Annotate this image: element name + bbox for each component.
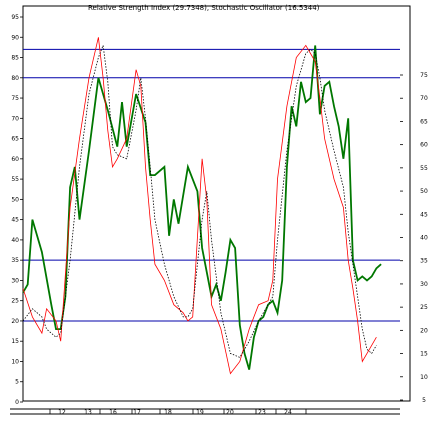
left-tick-label: 20 <box>11 318 19 325</box>
right-tick-label: 20 <box>420 327 428 334</box>
left-tick-label: 60 <box>11 156 19 163</box>
left-tick-label: 70 <box>11 115 19 122</box>
x-tick-label: 23 <box>258 409 266 416</box>
x-tick-label: 13 <box>84 409 92 416</box>
reference-lines <box>23 48 400 322</box>
left-tick-label: 50 <box>11 196 19 203</box>
series-line-2 <box>22 45 377 358</box>
left-tick-label: 15 <box>11 338 19 345</box>
left-tick-label: 40 <box>11 237 19 244</box>
right-axis: 75 70 65 60 55 50 45 40 35 30 25 20 15 10 5 <box>400 72 428 404</box>
left-tick-label: 65 <box>11 136 19 143</box>
left-tick-label: 25 <box>11 298 19 305</box>
right-tick-label: 75 <box>420 72 428 79</box>
right-tick-label: 55 <box>420 165 428 172</box>
left-tick-label: 80 <box>11 75 19 82</box>
x-tick-label: 19 <box>196 409 204 416</box>
right-tick-label: 40 <box>420 235 428 242</box>
x-tick-label: 17 <box>133 409 141 416</box>
right-tick-label: 50 <box>420 188 428 195</box>
right-tick-label: 5 <box>422 397 426 404</box>
right-tick-label: 60 <box>420 142 428 149</box>
x-tick-label: 20 <box>226 409 234 416</box>
x-axis: 12 13 16 17 18 19 20 23 24 <box>49 409 307 416</box>
right-tick-label: 30 <box>420 281 428 288</box>
right-tick-label: 10 <box>420 374 428 381</box>
right-tick-label: 15 <box>420 351 428 358</box>
right-tick-label: 25 <box>420 304 428 311</box>
left-tick-label: 95 <box>11 14 19 21</box>
x-tick-label: 24 <box>284 409 292 416</box>
chart-title: Relative Strength Index (29.7348), Stoch… <box>88 4 320 12</box>
left-tick-label: 90 <box>11 34 19 41</box>
left-tick-label: 45 <box>11 217 19 224</box>
x-tick-label: 12 <box>58 409 66 416</box>
right-tick-label: 35 <box>420 258 428 265</box>
left-tick-label: 5 <box>15 379 19 386</box>
left-tick-label: 10 <box>11 358 19 365</box>
left-tick-label: 35 <box>11 257 19 264</box>
series-lines <box>22 37 382 375</box>
left-tick-label: 0 <box>15 399 19 406</box>
series-line-0 <box>22 45 382 370</box>
right-tick-label: 65 <box>420 118 428 125</box>
left-tick-label: 55 <box>11 176 19 183</box>
x-tick-label: 18 <box>164 409 172 416</box>
series-line-1 <box>22 37 377 375</box>
left-tick-label: 30 <box>11 277 19 284</box>
left-tick-label: 85 <box>11 55 19 62</box>
right-tick-label: 45 <box>420 211 428 218</box>
plot-frame <box>22 5 411 402</box>
right-tick-label: 70 <box>420 95 428 102</box>
x-tick-label: 16 <box>109 409 117 416</box>
left-tick-label: 75 <box>11 95 19 102</box>
